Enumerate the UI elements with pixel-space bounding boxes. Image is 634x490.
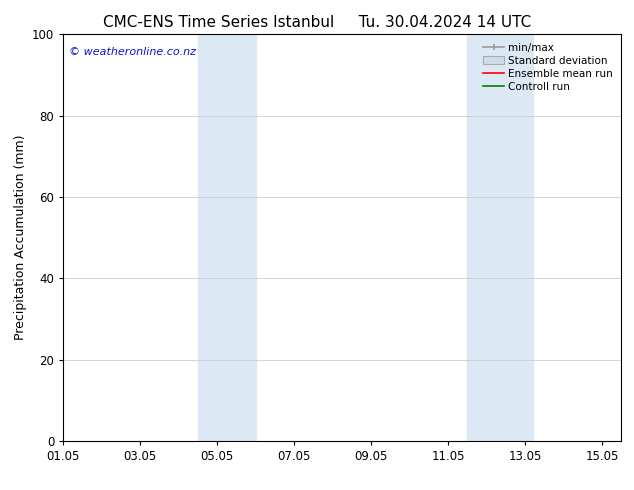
Bar (467, 34, 533, 441)
Text: CMC-ENS Time Series Istanbul     Tu. 30.04.2024 14 UTC: CMC-ENS Time Series Istanbul Tu. 30.04.2… (103, 15, 531, 30)
Y-axis label: Precipitation Accumulation (mm): Precipitation Accumulation (mm) (13, 135, 27, 341)
Legend: min/max, Standard deviation, Ensemble mean run, Controll run: min/max, Standard deviation, Ensemble me… (480, 40, 616, 95)
Bar (198, 34, 256, 441)
Text: © weatheronline.co.nz: © weatheronline.co.nz (69, 47, 196, 56)
